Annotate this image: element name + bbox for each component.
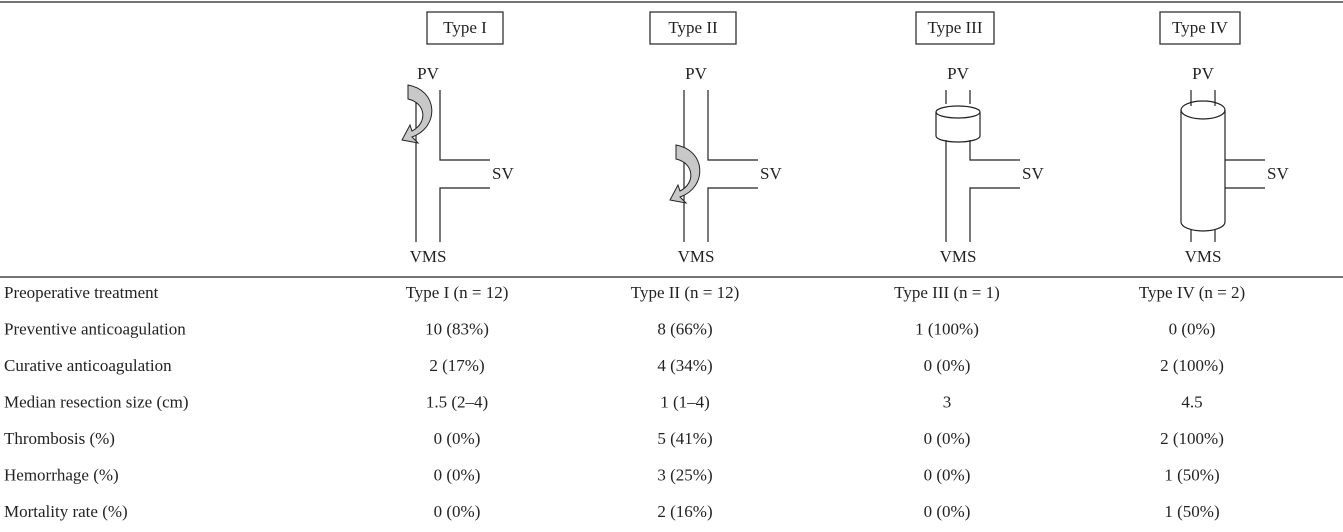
row-label: Preventive anticoagulation <box>4 319 186 338</box>
vessel-label: VMS <box>940 247 977 266</box>
cell: Type IV (n = 2) <box>1139 283 1245 302</box>
cell: Type I (n = 12) <box>406 283 509 302</box>
cell: 4 (34%) <box>657 356 712 375</box>
cell: 0 (0%) <box>1169 319 1216 338</box>
cell: 8 (66%) <box>657 319 712 338</box>
vessel-label: SV <box>760 164 782 183</box>
type-box <box>649 11 737 45</box>
vessel-label: PV <box>685 64 707 83</box>
cell: 1.5 (2–4) <box>426 392 488 411</box>
cell: 5 (41%) <box>657 429 712 448</box>
cell: 1 (50%) <box>1164 502 1219 521</box>
cell: 0 (0%) <box>924 429 971 448</box>
row-label: Mortality rate (%) <box>4 502 128 521</box>
thrombus-arrow <box>401 84 433 144</box>
cell: 0 (0%) <box>924 356 971 375</box>
cell: Type II (n = 12) <box>631 283 739 302</box>
vein-wall <box>707 90 758 242</box>
cell: 3 <box>943 392 952 411</box>
vessel-label: PV <box>417 64 439 83</box>
row-label: Hemorrhage (%) <box>4 465 119 484</box>
thrombus-segment <box>1180 110 1226 232</box>
type-title: Type I <box>443 18 487 37</box>
vessel-label: SV <box>492 164 514 183</box>
cell: 2 (100%) <box>1160 429 1224 448</box>
cell: 0 (0%) <box>434 502 481 521</box>
type-box <box>426 11 504 45</box>
type-box <box>1159 11 1241 45</box>
vessel-label: SV <box>1022 164 1044 183</box>
cell: 10 (83%) <box>425 319 489 338</box>
vessel-label: VMS <box>1185 247 1222 266</box>
cell: 1 (50%) <box>1164 465 1219 484</box>
cell: 2 (100%) <box>1160 356 1224 375</box>
thrombus-segment <box>1180 100 1226 120</box>
cell: 0 (0%) <box>434 429 481 448</box>
vessel-label: VMS <box>678 247 715 266</box>
vessel-label: SV <box>1267 164 1289 183</box>
cell: 3 (25%) <box>657 465 712 484</box>
row-label: Curative anticoagulation <box>4 356 172 375</box>
vein-wall <box>439 90 490 242</box>
type-title: Type IV <box>1172 18 1229 37</box>
vessel-label: PV <box>947 64 969 83</box>
type-box <box>915 11 995 45</box>
cell: 0 (0%) <box>924 465 971 484</box>
type-title: Type II <box>668 18 718 37</box>
vessel-label: PV <box>1192 64 1214 83</box>
thrombus-arrow <box>669 144 701 204</box>
vein-wall <box>945 90 1020 242</box>
type-title: Type III <box>928 18 983 37</box>
vein-wall <box>1190 90 1265 242</box>
row-label: Median resection size (cm) <box>4 392 189 411</box>
cell: 4.5 <box>1181 392 1202 411</box>
thrombus-segment <box>935 105 981 119</box>
cell: Type III (n = 1) <box>894 283 1000 302</box>
vessel-label: VMS <box>410 247 447 266</box>
row-label: Preoperative treatment <box>4 283 159 302</box>
cell: 1 (1–4) <box>660 392 710 411</box>
thrombus-segment <box>935 112 981 143</box>
cell: 0 (0%) <box>924 502 971 521</box>
cell: 0 (0%) <box>434 465 481 484</box>
cell: 2 (17%) <box>429 356 484 375</box>
cell: 1 (100%) <box>915 319 979 338</box>
row-label: Thrombosis (%) <box>4 429 115 448</box>
cell: 2 (16%) <box>657 502 712 521</box>
